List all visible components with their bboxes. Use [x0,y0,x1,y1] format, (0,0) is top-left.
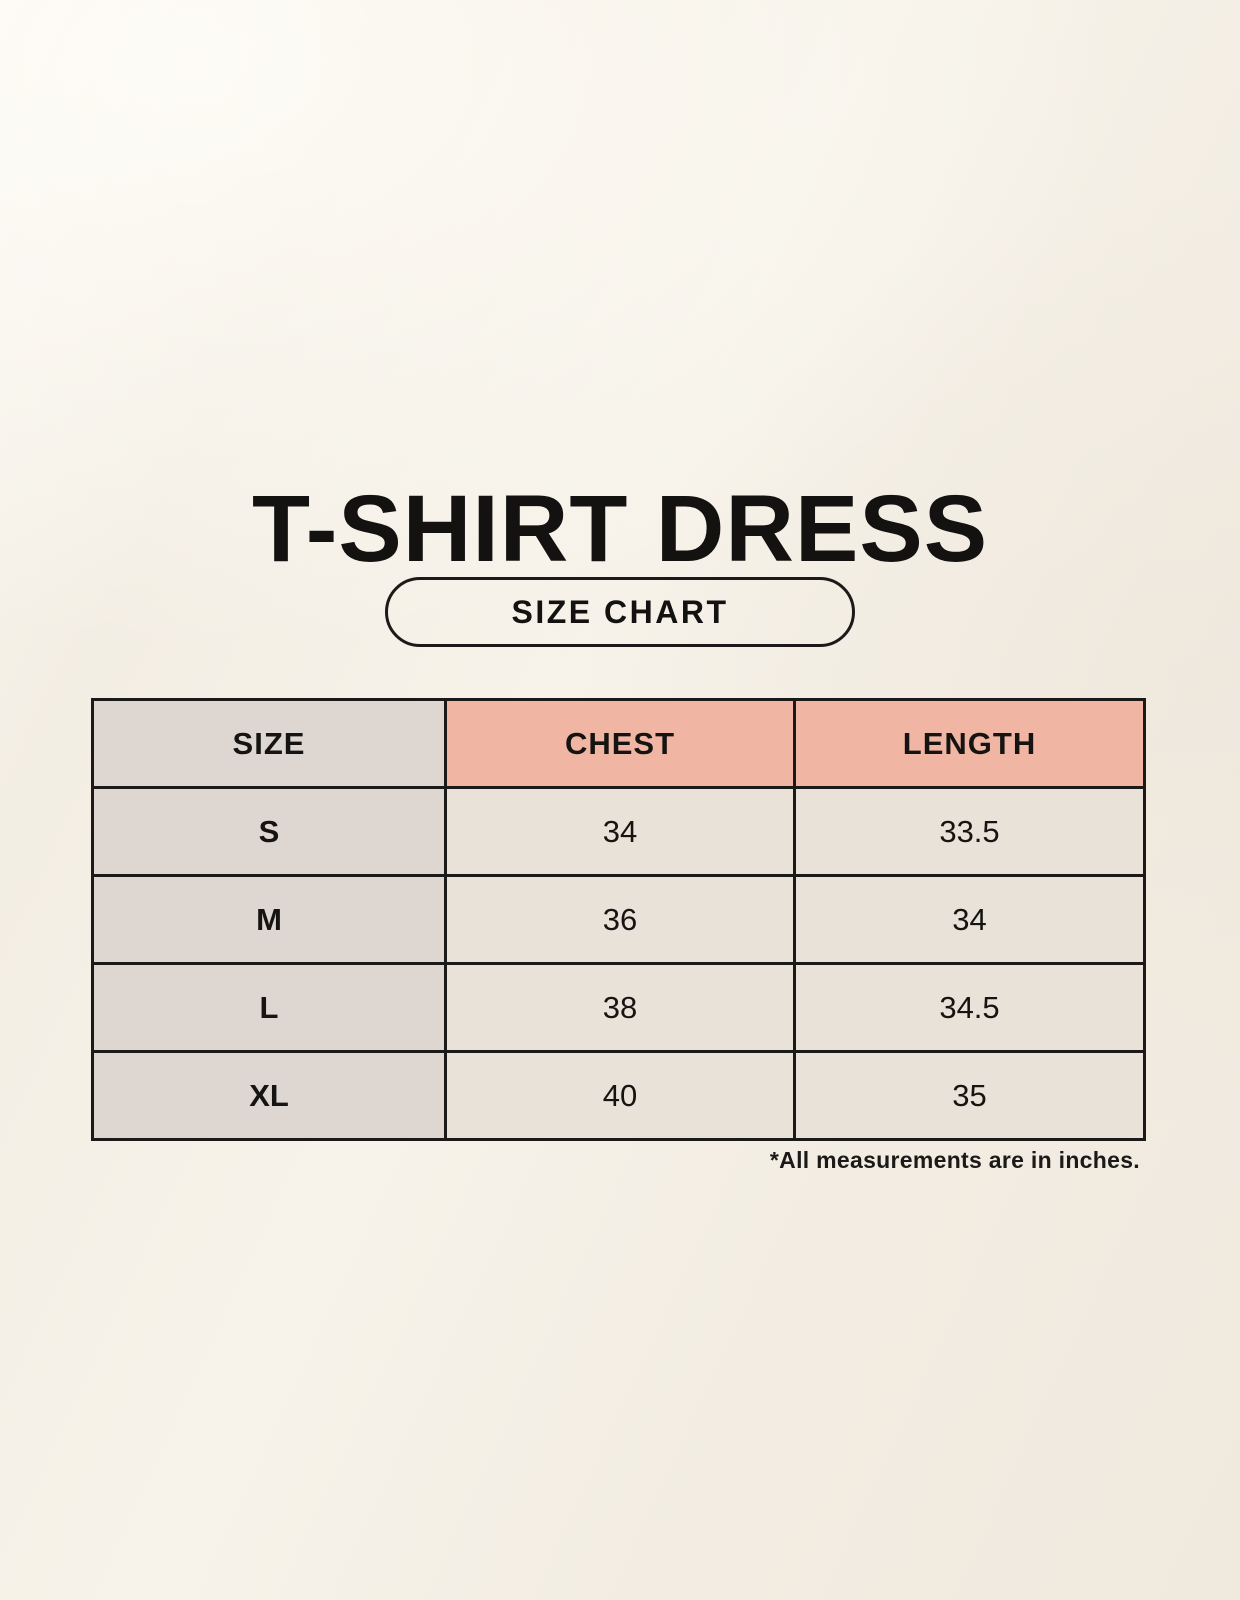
size-label-cell: L [91,962,447,1053]
column-header-chest: CHEST [444,698,796,789]
table-row-s: S 34 33.5 [91,786,1146,877]
table-row-m: M 36 34 [91,874,1146,965]
size-label-cell: M [91,874,447,965]
chest-value-cell: 38 [444,962,796,1053]
length-value-cell: 33.5 [793,786,1146,877]
column-header-size: SIZE [91,698,447,789]
chest-value-cell: 36 [444,874,796,965]
table-row-xl: XL 40 35 [91,1050,1146,1141]
chest-value-cell: 40 [444,1050,796,1141]
measurements-note: *All measurements are in inches. [769,1147,1140,1173]
length-value-cell: 34.5 [793,962,1146,1053]
length-value-cell: 34 [793,874,1146,965]
table-row-l: L 38 34.5 [91,962,1146,1053]
chest-value-cell: 34 [444,786,796,877]
table-header-row: SIZE CHEST LENGTH [91,698,1146,789]
column-header-length: LENGTH [793,698,1146,789]
length-value-cell: 35 [793,1050,1146,1141]
size-label-cell: XL [91,1050,447,1141]
page-title: T-SHIRT DRESS [251,475,989,582]
size-label-cell: S [91,786,447,877]
size-chart-table: SIZE CHEST LENGTH S 34 33.5 M 36 34 L 38… [91,698,1146,1141]
size-chart-button[interactable]: SIZE CHART [385,577,855,647]
